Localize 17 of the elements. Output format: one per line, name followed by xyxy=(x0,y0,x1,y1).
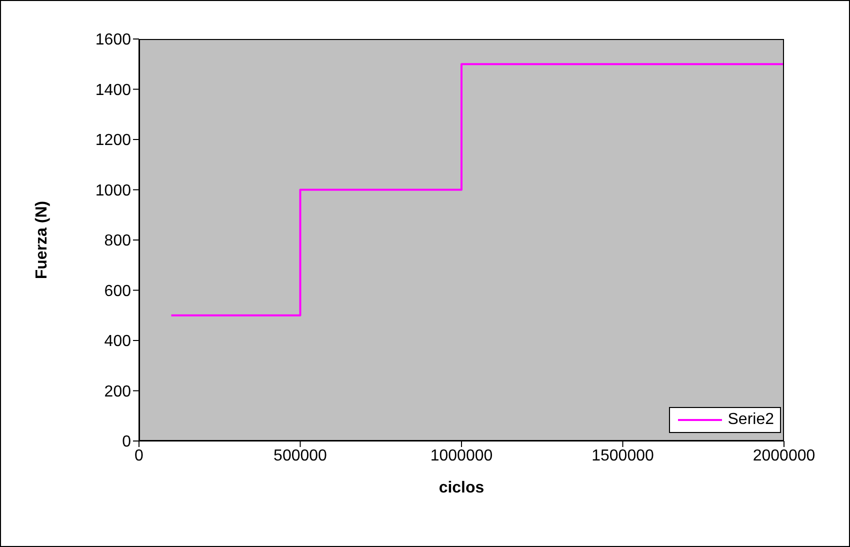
y-tick-label: 200 xyxy=(104,383,132,400)
x-axis-title: ciclos xyxy=(438,479,484,496)
x-tick-label: 500000 xyxy=(274,447,328,464)
y-tick-label: 400 xyxy=(104,333,132,350)
y-tick-label: 1600 xyxy=(95,32,132,49)
y-tick-label: 1400 xyxy=(95,82,132,99)
x-tick-label: 1500000 xyxy=(592,447,654,464)
x-tick-label: 0 xyxy=(134,447,144,464)
x-tick-label: 2000000 xyxy=(752,447,816,464)
y-axis-title: Fuerza (N) xyxy=(34,200,51,280)
y-tick-label: 1000 xyxy=(95,182,132,200)
y-tick-label: 600 xyxy=(104,282,132,300)
y-tick-label: 0 xyxy=(122,434,132,451)
y-tick-label: 1200 xyxy=(95,132,132,150)
y-tick-label: 800 xyxy=(104,232,132,250)
x-tick-label: 1000000 xyxy=(430,447,493,464)
legend-label: Serie2 xyxy=(728,411,774,429)
